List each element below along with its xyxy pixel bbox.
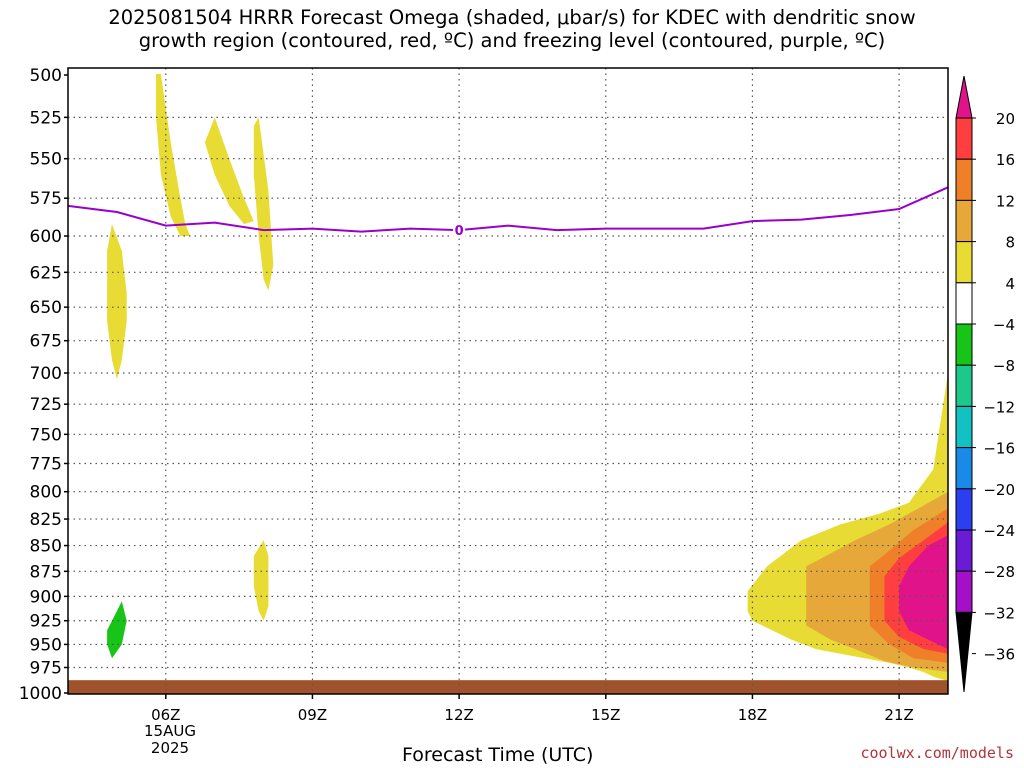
ytick-label-625: 625 [30, 263, 62, 283]
xtick-label-12: 12Z [444, 706, 473, 724]
x-axis-ticks: 06Z 09Z 12Z 15Z 18Z 21Z [151, 694, 914, 724]
y-axis-ticks: 500 525 550 575 600 625 650 675 700 725 750 775 800 8… [19, 66, 68, 704]
ytick-label-875: 875 [30, 562, 62, 582]
ytick-label-925: 925 [30, 612, 62, 632]
xtick-label-15: 15Z [591, 706, 620, 724]
colorbar-bottom-arrow [955, 611, 973, 693]
freezing-level-label: 0 [455, 224, 464, 239]
freezing-level-contour: 0 [67, 186, 949, 239]
date-label: 15AUG 2025 [140, 723, 200, 757]
colorbar-label-8: −16 [983, 440, 1015, 458]
xtick-label-21: 21Z [884, 706, 913, 724]
colorbar-segment-11 [955, 570, 973, 613]
colorbar-label-12: −32 [983, 604, 1015, 622]
surface-band-rect [68, 680, 948, 694]
chart-title-line2: growth region (contoured, red, ºC) and f… [138, 29, 886, 52]
freezing-level-line [67, 186, 949, 233]
colorbar-label-2: 12 [996, 192, 1015, 210]
colorbar-label-10: −24 [983, 522, 1015, 540]
ytick-label-850: 850 [30, 537, 62, 557]
surface-band [68, 680, 948, 694]
ytick-label-775: 775 [30, 454, 62, 474]
ytick-label-825: 825 [30, 510, 62, 530]
colorbar-segment-5 [955, 323, 973, 366]
xtick-label-9: 09Z [298, 706, 327, 724]
ytick-label-950: 950 [30, 635, 62, 655]
ytick-label-675: 675 [30, 332, 62, 352]
xtick-label-6: 06Z [151, 706, 180, 724]
colorbar-label-13: −36 [983, 646, 1015, 664]
ytick-label-750: 750 [30, 425, 62, 445]
colorbar-label-1: 16 [996, 151, 1015, 169]
colorbar-segment-0 [955, 117, 973, 160]
omega-region-3 [253, 117, 274, 291]
x-axis-label: Forecast Time (UTC) [402, 744, 594, 766]
ytick-label-600: 600 [30, 227, 62, 247]
ytick-label-1000: 1000 [19, 684, 62, 704]
colorbar-label-9: −20 [983, 481, 1015, 499]
ytick-label-525: 525 [30, 108, 62, 128]
colorbar-segment-3 [955, 241, 973, 284]
colorbar-label-3: 8 [1005, 234, 1015, 252]
omega-region-1 [204, 117, 254, 225]
ytick-label-800: 800 [30, 483, 62, 503]
colorbar-segment-1 [955, 158, 973, 201]
omega-region-10 [87, 538, 147, 672]
plot-frame [67, 67, 949, 695]
freezing-level-label-bg [453, 222, 466, 239]
colorbar-segment-2 [955, 199, 973, 243]
ytick-label-700: 700 [30, 364, 62, 384]
ytick-label-900: 900 [30, 587, 62, 607]
ytick-label-650: 650 [30, 298, 62, 318]
date-label-day: 15AUG [144, 722, 196, 740]
credit-text: coolwx.com/models [860, 744, 1014, 762]
colorbar-label-7: −12 [983, 398, 1015, 416]
colorbar-segment-8 [955, 447, 973, 490]
ytick-label-500: 500 [30, 66, 62, 86]
colorbar-segment-4 [955, 282, 973, 325]
colorbar-segment-9 [955, 488, 973, 531]
omega-shading [87, 74, 948, 682]
xtick-label-18: 18Z [738, 706, 767, 724]
ytick-label-575: 575 [30, 189, 62, 209]
omega-region-0 [156, 74, 191, 236]
colorbar-label-5: −4 [993, 316, 1015, 334]
omega-region-4 [253, 540, 269, 621]
colorbar-segment-7 [955, 405, 973, 449]
grid-lines [68, 68, 948, 694]
ytick-label-550: 550 [30, 150, 62, 170]
colorbar-top-arrow [955, 75, 973, 119]
colorbar-label-0: 20 [996, 110, 1015, 128]
colorbar-label-4: 4 [1005, 275, 1015, 293]
colorbar-label-6: −8 [993, 357, 1015, 375]
colorbar-label-11: −28 [983, 563, 1015, 581]
ytick-label-725: 725 [30, 395, 62, 415]
omega-region-9 [899, 529, 948, 650]
colorbar-segment-10 [955, 529, 973, 572]
date-label-year: 2025 [150, 739, 190, 757]
chart-title-line1: 2025081504 HRRR Forecast Omega (shaded, … [108, 6, 916, 29]
colorbar-segment-6 [955, 364, 973, 407]
colorbar: 20 16 12 8 4 −4 −8 −12 −16 −20 −24 −28 −32 −36 [955, 75, 1015, 693]
ytick-label-975: 975 [30, 659, 62, 679]
chart-title: 2025081504 HRRR Forecast Omega (shaded, … [0, 6, 1024, 52]
